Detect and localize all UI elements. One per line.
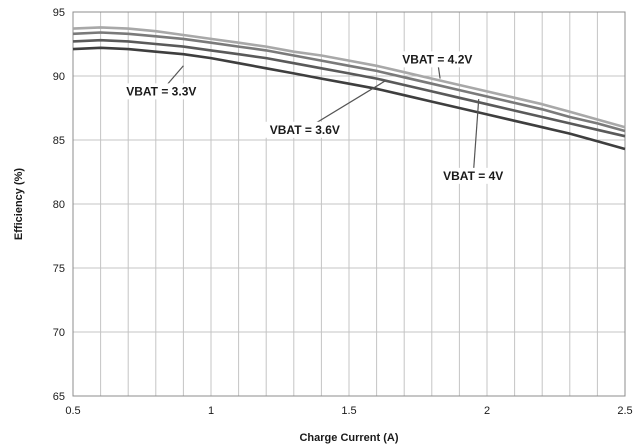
series-line-1 [72, 31, 626, 133]
x-tick-label: 1 [208, 405, 214, 417]
y-tick-label: 75 [53, 263, 65, 275]
y-tick-label: 85 [53, 135, 65, 147]
annotation-label-background [438, 167, 508, 184]
series-line-0 [72, 26, 626, 129]
y-tick-label: 90 [53, 71, 65, 83]
grid [72, 11, 626, 397]
plot-frame [72, 11, 626, 397]
x-tick-label: 0.5 [65, 405, 80, 417]
annotation-leader-line [472, 98, 480, 176]
x-axis-label: Charge Current (A) [299, 432, 398, 444]
x-tick-label: 2 [484, 405, 490, 417]
annotation-label-background [395, 51, 479, 68]
annotation-label: VBAT = 4V [443, 169, 503, 183]
series-line-2 [72, 38, 626, 138]
y-tick-label: 95 [53, 7, 65, 19]
annotation-label: VBAT = 3.3V [126, 84, 196, 98]
x-tick-label: 1.5 [341, 405, 356, 417]
y-tick-label: 70 [53, 327, 65, 339]
annotation-label-background [119, 83, 203, 100]
annotation-label: VBAT = 4.2V [402, 52, 472, 66]
series-line-3 [72, 46, 626, 151]
y-tick-label: 65 [53, 391, 65, 403]
axes: Charge Current (A) Efficiency (%) 0.5 1 1.… [13, 7, 633, 444]
y-tick-label: 80 [53, 199, 65, 211]
annotation-label-background [263, 121, 347, 138]
annotation-label: VBAT = 3.6V [270, 123, 340, 137]
x-tick-label: 2.5 [617, 405, 632, 417]
series-lines [72, 26, 626, 151]
annotation-leader-line [304, 80, 386, 131]
annotations: VBAT = 4.2V VBAT = 3.3V VBAT = 3.6V VBAT = … [119, 51, 508, 184]
y-axis-label: Efficiency (%) [13, 168, 25, 240]
